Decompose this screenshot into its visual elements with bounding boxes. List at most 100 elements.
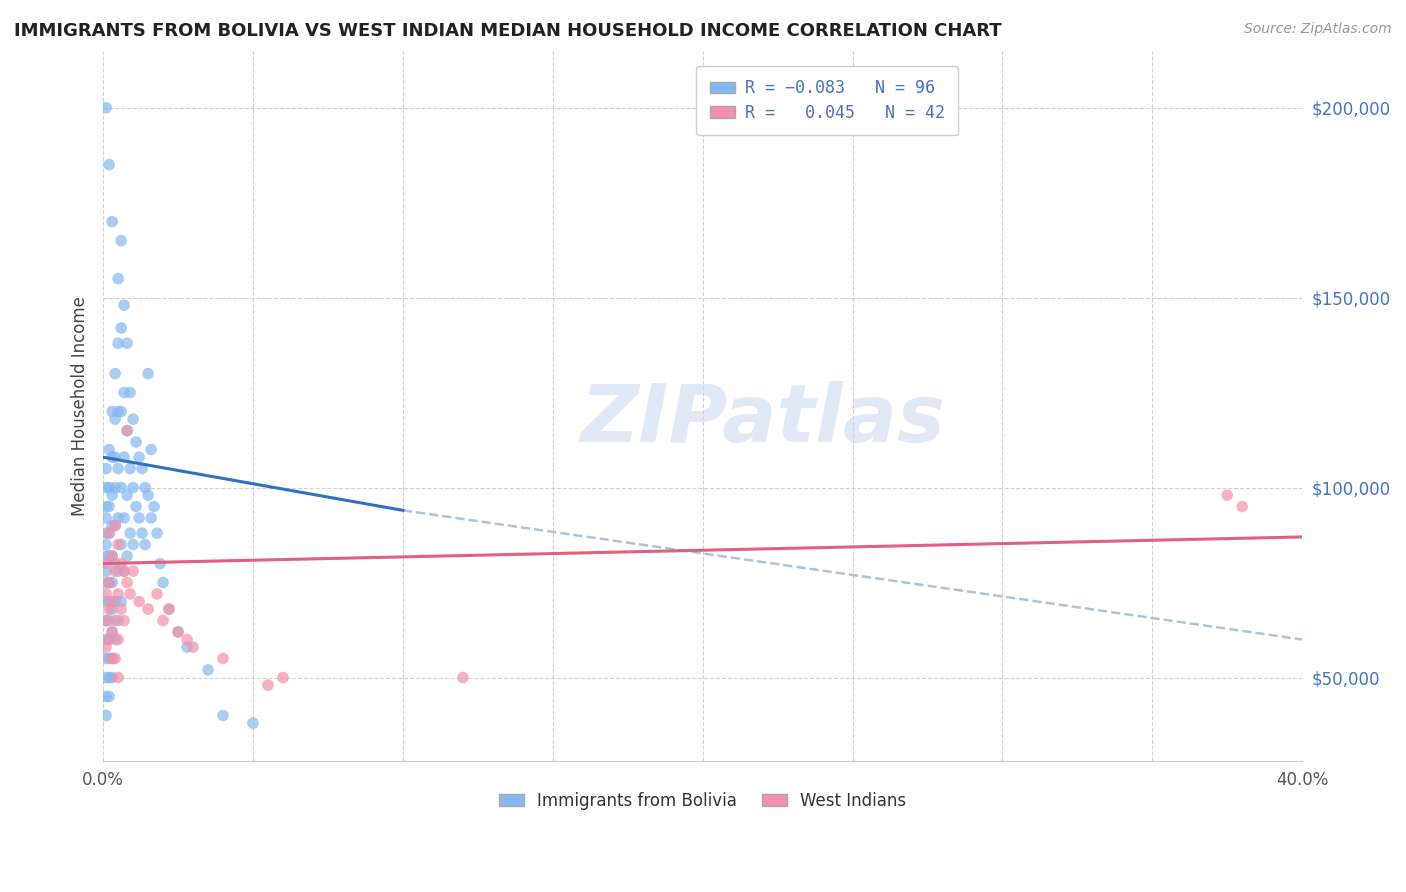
Point xyxy=(157,602,180,616)
Point xyxy=(98,632,121,647)
Point xyxy=(167,624,190,639)
Point xyxy=(94,708,117,723)
Point xyxy=(152,614,174,628)
Point xyxy=(212,708,235,723)
Point xyxy=(101,575,124,590)
Point xyxy=(94,101,117,115)
Point xyxy=(115,575,138,590)
Point xyxy=(94,575,117,590)
Point xyxy=(98,690,121,704)
Point xyxy=(101,651,124,665)
Point xyxy=(101,549,124,563)
Point xyxy=(112,564,135,578)
Point xyxy=(131,526,153,541)
Point xyxy=(104,651,127,665)
Point xyxy=(101,602,124,616)
Point xyxy=(104,632,127,647)
Point xyxy=(146,587,169,601)
Point xyxy=(110,537,132,551)
Point xyxy=(112,385,135,400)
Point xyxy=(120,526,142,541)
Point xyxy=(212,651,235,665)
Point xyxy=(94,500,117,514)
Point xyxy=(1216,488,1239,502)
Text: Source: ZipAtlas.com: Source: ZipAtlas.com xyxy=(1244,22,1392,37)
Point xyxy=(104,594,127,608)
Point xyxy=(98,575,121,590)
Point xyxy=(98,500,121,514)
Point xyxy=(112,614,135,628)
Point xyxy=(136,488,159,502)
Point xyxy=(94,651,117,665)
Point xyxy=(1232,500,1254,514)
Point xyxy=(104,412,127,426)
Point xyxy=(115,424,138,438)
Point xyxy=(101,624,124,639)
Point xyxy=(107,511,129,525)
Point xyxy=(101,624,124,639)
Point xyxy=(94,564,117,578)
Point xyxy=(104,518,127,533)
Point xyxy=(115,488,138,502)
Point xyxy=(94,632,117,647)
Point xyxy=(115,336,138,351)
Point xyxy=(107,614,129,628)
Point xyxy=(98,526,121,541)
Point xyxy=(112,564,135,578)
Y-axis label: Median Household Income: Median Household Income xyxy=(72,296,89,516)
Point xyxy=(104,481,127,495)
Point xyxy=(94,549,117,563)
Point xyxy=(128,594,150,608)
Point xyxy=(115,424,138,438)
Point xyxy=(167,624,190,639)
Point xyxy=(257,678,280,692)
Point xyxy=(107,564,129,578)
Point xyxy=(98,632,121,647)
Point xyxy=(104,367,127,381)
Point xyxy=(94,511,117,525)
Point xyxy=(98,614,121,628)
Point xyxy=(94,481,117,495)
Point xyxy=(94,671,117,685)
Point xyxy=(94,614,117,628)
Point xyxy=(98,575,121,590)
Point xyxy=(101,549,124,563)
Point xyxy=(94,557,117,571)
Point xyxy=(94,614,117,628)
Point xyxy=(152,575,174,590)
Point xyxy=(128,450,150,465)
Point xyxy=(122,481,145,495)
Point xyxy=(139,511,162,525)
Point xyxy=(176,640,198,654)
Point xyxy=(122,537,145,551)
Point xyxy=(131,461,153,475)
Point xyxy=(94,526,117,541)
Point xyxy=(101,404,124,418)
Point xyxy=(107,537,129,551)
Point xyxy=(271,671,294,685)
Point xyxy=(134,481,156,495)
Point xyxy=(157,602,180,616)
Point xyxy=(242,716,264,731)
Point xyxy=(110,557,132,571)
Point xyxy=(122,564,145,578)
Point xyxy=(110,481,132,495)
Point xyxy=(122,412,145,426)
Point xyxy=(94,537,117,551)
Point xyxy=(98,602,121,616)
Point xyxy=(112,298,135,312)
Text: ZIPatlas: ZIPatlas xyxy=(581,381,945,459)
Point xyxy=(112,511,135,525)
Point xyxy=(94,690,117,704)
Point xyxy=(104,518,127,533)
Point xyxy=(112,450,135,465)
Point xyxy=(176,632,198,647)
Point xyxy=(101,671,124,685)
Legend: Immigrants from Bolivia, West Indians: Immigrants from Bolivia, West Indians xyxy=(492,785,912,817)
Point xyxy=(120,385,142,400)
Point xyxy=(110,404,132,418)
Point xyxy=(94,594,117,608)
Point xyxy=(98,549,121,563)
Point xyxy=(98,481,121,495)
Point xyxy=(107,336,129,351)
